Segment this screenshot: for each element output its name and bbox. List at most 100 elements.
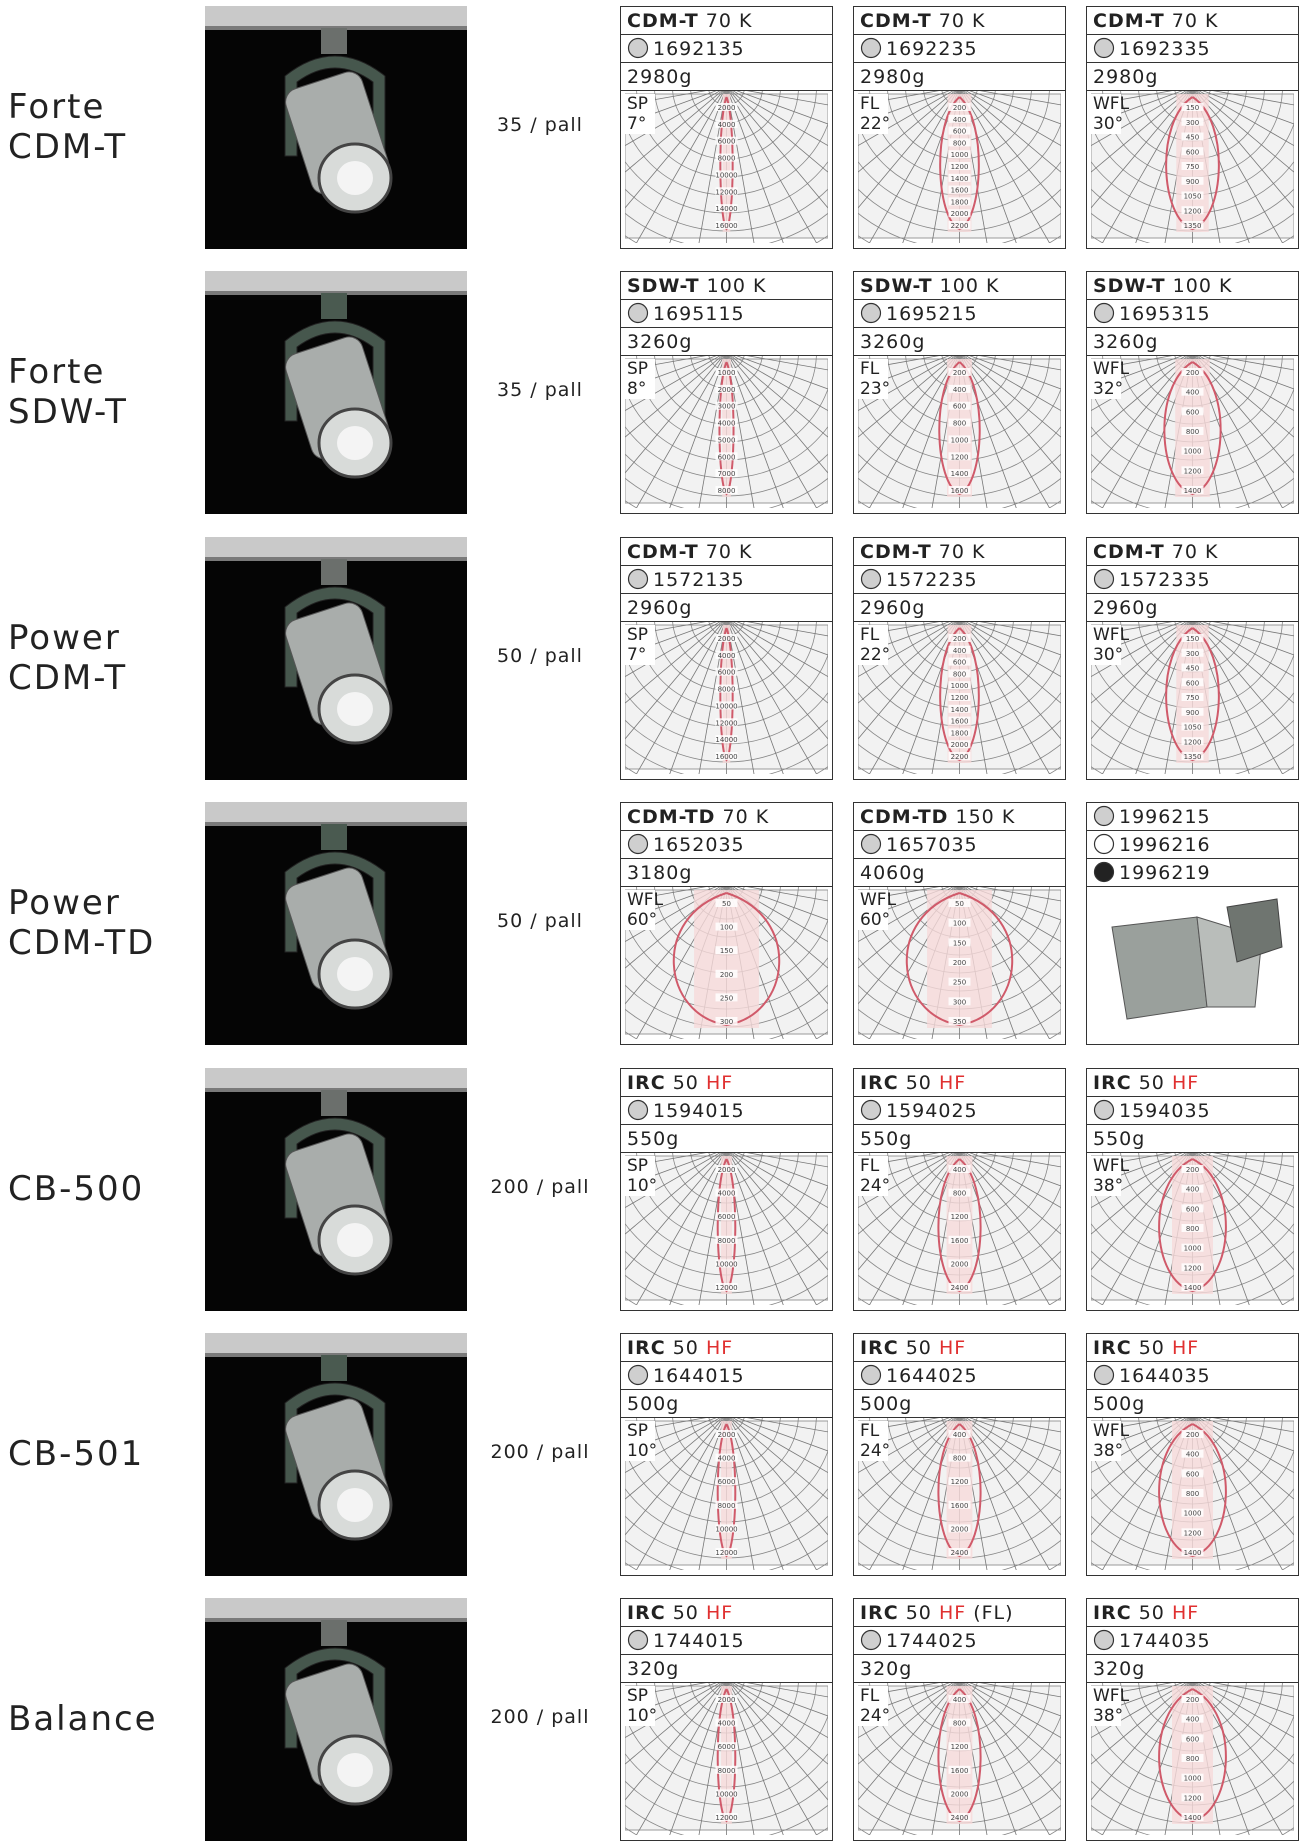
lamp-line: CDM-T 70 K bbox=[854, 7, 1065, 35]
lamp-power: 70 bbox=[938, 10, 965, 32]
lamp-cell: IRC 50 HF (FL) 1744025 320g 400 800 1200 1600 2… bbox=[853, 1598, 1066, 1842]
scale-bg bbox=[1181, 1282, 1204, 1291]
scale-bg bbox=[948, 1430, 971, 1438]
product-code: 1652035 bbox=[653, 834, 745, 857]
photo-box bbox=[205, 6, 467, 253]
pallet: 50 / pall bbox=[497, 644, 583, 667]
scale-bg bbox=[1181, 447, 1204, 456]
scale-bg bbox=[948, 1453, 971, 1462]
scale-label: 800 bbox=[953, 420, 966, 428]
scale-label: 1200 bbox=[1184, 1529, 1202, 1537]
polar-ray bbox=[621, 91, 717, 126]
adapter bbox=[321, 1089, 347, 1116]
beam-angle: 22° bbox=[860, 645, 890, 665]
lamp-cell: CDM-T 70 K 1692235 2980g 200 400 600 800 1000 12… bbox=[853, 6, 1066, 249]
lamp-cell: CDM-T 70 K 1572335 2960g 150 300 450 600 750 900… bbox=[1086, 536, 1299, 780]
scale-label: 300 bbox=[720, 1018, 733, 1026]
polar-ray bbox=[854, 887, 954, 945]
polar-ray bbox=[969, 621, 1065, 657]
scale-bg bbox=[1181, 648, 1204, 657]
lamp-line: SDW-T 100 K bbox=[854, 272, 1065, 301]
lamp-line: IRC 50 HF bbox=[854, 1069, 1065, 1097]
polar-ray bbox=[854, 1152, 954, 1210]
lamp-unit: HF bbox=[938, 1071, 967, 1094]
polar-ray bbox=[1087, 91, 1190, 214]
scale-bg bbox=[948, 469, 971, 478]
scale-bg bbox=[948, 899, 971, 908]
beam-angle: 30° bbox=[1093, 645, 1123, 665]
marker bbox=[627, 834, 649, 855]
marker bbox=[627, 1364, 649, 1386]
weight: 550g bbox=[621, 1125, 832, 1153]
polar-ray bbox=[961, 1152, 1051, 1305]
scale-bg bbox=[715, 153, 738, 162]
lamp-power: 100 bbox=[706, 275, 746, 298]
lamp-power: 50 bbox=[905, 1602, 932, 1625]
polar-ray bbox=[1202, 1418, 1298, 1453]
polar-ray bbox=[854, 1418, 957, 1541]
polar-ray bbox=[1198, 91, 1298, 149]
polar-ray bbox=[1087, 1683, 1183, 1719]
pallet: 200 / pall bbox=[490, 1441, 590, 1463]
scale-bg bbox=[715, 1500, 738, 1509]
scale-label: 800 bbox=[953, 1455, 966, 1463]
scale-label: 150 bbox=[720, 947, 733, 955]
marker bbox=[627, 568, 649, 589]
beam-angle: 10° bbox=[627, 1706, 657, 1726]
polar-ray bbox=[965, 356, 1065, 414]
scale-label: 12000 bbox=[715, 1549, 737, 1557]
polar-ray bbox=[1202, 1152, 1298, 1188]
lamp-power: 70 bbox=[1171, 10, 1198, 32]
polar-ray bbox=[621, 91, 707, 107]
beam-type: SP bbox=[627, 1421, 648, 1441]
scale-bg bbox=[715, 1789, 738, 1798]
polar-ray bbox=[732, 1683, 832, 1741]
code-line: 1594015 bbox=[621, 1097, 832, 1125]
scale-label: 1000 bbox=[951, 151, 969, 159]
lamp-line: CDM-T 70 K bbox=[621, 7, 832, 35]
marker bbox=[1093, 834, 1115, 855]
product-name: CB-501 bbox=[8, 1434, 144, 1474]
scale-label: 50 bbox=[722, 900, 731, 908]
scale-label: 2000 bbox=[718, 1696, 736, 1704]
marker bbox=[1093, 1364, 1115, 1386]
marker-dot bbox=[1093, 37, 1115, 59]
polar-ray bbox=[1196, 356, 1298, 442]
scale-bg bbox=[948, 197, 971, 206]
polar-ray bbox=[621, 356, 707, 372]
polar-ray bbox=[1202, 91, 1298, 126]
pallet: 200 / pall bbox=[490, 1706, 590, 1729]
polar-ray bbox=[621, 887, 723, 973]
scale-bg bbox=[948, 1477, 971, 1486]
polar-ray bbox=[854, 1152, 940, 1168]
scale-label: 200 bbox=[1186, 369, 1199, 377]
product-code: 1744025 bbox=[886, 1630, 978, 1653]
polar-ray bbox=[902, 356, 959, 509]
scale-bg bbox=[948, 645, 971, 654]
polar-ray bbox=[621, 621, 707, 637]
scale-label: 1200 bbox=[951, 694, 969, 702]
scale-bg bbox=[948, 680, 971, 689]
scale-bg bbox=[715, 969, 738, 978]
scale-label: 1600 bbox=[951, 1502, 969, 1510]
weight: 550g bbox=[1087, 1125, 1298, 1153]
polar-ray bbox=[979, 887, 1065, 903]
lamp-cell: IRC 50 HF 1594025 550g 400 800 1200 1600 2000 24… bbox=[853, 1067, 1066, 1311]
beam-box bbox=[858, 624, 888, 665]
polar-ray bbox=[621, 1418, 724, 1541]
polar-ray bbox=[854, 621, 954, 680]
scale-bg bbox=[948, 402, 971, 411]
scale-label: 8000 bbox=[718, 1502, 736, 1510]
beam-band bbox=[946, 1421, 973, 1559]
polar-ray bbox=[902, 1152, 959, 1305]
scale-bg bbox=[1181, 1489, 1204, 1497]
polar-ray bbox=[960, 1683, 1017, 1836]
weight: 2960g bbox=[854, 594, 1065, 622]
scale-bg bbox=[715, 1477, 738, 1486]
lamp-line: SDW-T 100 K bbox=[621, 272, 832, 301]
weight: 550g bbox=[854, 1125, 1065, 1153]
